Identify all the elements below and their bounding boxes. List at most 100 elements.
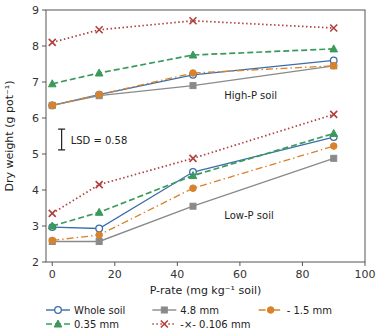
x-tick [52, 262, 53, 266]
y-tick-label: 6 [32, 112, 39, 125]
y-tick-label: 4 [32, 184, 39, 197]
lsd-label: LSD = 0.58 [71, 135, 128, 146]
y-tick-label: 7 [32, 76, 39, 89]
marker [55, 307, 62, 314]
series [48, 129, 337, 229]
marker [331, 63, 337, 69]
axes: 0 20 40 60 80 100 2 3 4 5 6 7 8 9 [32, 4, 376, 281]
marker [96, 91, 103, 98]
x-tick [302, 262, 303, 266]
line [52, 114, 333, 213]
y-tick-label: 2 [32, 256, 39, 269]
marker [49, 102, 56, 109]
plot-frame [46, 10, 365, 262]
x-tick-label: 60 [233, 268, 247, 281]
marker [161, 307, 167, 313]
y-tick [42, 262, 46, 263]
y-tick [42, 10, 46, 11]
y-tick [42, 190, 46, 191]
legend-item: 0.35 mm [46, 319, 119, 330]
marker [161, 321, 168, 328]
marker [330, 111, 337, 118]
series [49, 143, 337, 244]
y-tick [42, 226, 46, 227]
marker [54, 320, 62, 327]
marker [331, 155, 337, 161]
marker [330, 63, 337, 70]
legend-label: 4.8 mm [180, 305, 219, 316]
x-tick-label: 80 [295, 268, 309, 281]
x-tick-label: 40 [170, 268, 184, 281]
lsd-bar [58, 129, 65, 150]
x-axis-label: P-rate (mg kg⁻¹ soil) [150, 284, 262, 297]
y-tick [42, 82, 46, 83]
legend-label: Whole soil [74, 305, 125, 316]
marker [49, 102, 56, 109]
y-axis-label: Dry weight (g pot⁻¹) [3, 81, 16, 192]
marker [96, 91, 103, 98]
marker [49, 102, 55, 108]
marker [49, 237, 56, 244]
legend-item: Whole soil [46, 305, 125, 316]
lsd-error-bar [58, 129, 65, 150]
chart: 0 20 40 60 80 100 2 3 4 5 6 7 8 9 P-rate (mg kg⁻¹ soil… [0, 0, 377, 332]
line [52, 133, 333, 226]
line [52, 21, 333, 43]
marker [190, 185, 197, 192]
marker [189, 172, 197, 179]
x-tick [365, 262, 366, 266]
marker [330, 129, 338, 136]
legend-item: - 1.5 mm [259, 305, 332, 316]
legend-item: -×- 0.106 mm [152, 319, 250, 330]
marker [330, 143, 337, 150]
legend: Whole soil 4.8 mm - 1.5 mm 0.35 mm -×- 0.106… [46, 305, 332, 330]
legend-label: - 1.5 mm [287, 305, 332, 316]
x-tick [114, 262, 115, 266]
marker [96, 26, 103, 33]
x-tick [239, 262, 240, 266]
series [49, 155, 336, 244]
y-tick-label: 8 [32, 40, 39, 53]
marker [190, 203, 196, 209]
series [49, 111, 337, 217]
marker [189, 51, 197, 58]
marker [330, 25, 337, 32]
line [52, 66, 333, 106]
annotation: High-P soil [224, 90, 277, 101]
series [49, 63, 336, 109]
y-tick [42, 46, 46, 47]
x-tick-label: 20 [108, 268, 122, 281]
marker [49, 39, 56, 46]
legend-label: 0.35 mm [74, 319, 119, 330]
marker [96, 232, 103, 239]
line [52, 146, 333, 240]
marker [190, 70, 197, 77]
line [52, 137, 333, 228]
x-tick-label: 0 [49, 268, 56, 281]
y-tick [42, 118, 46, 119]
y-tick-label: 5 [32, 148, 39, 161]
line [52, 158, 333, 241]
y-tick-label: 3 [32, 220, 39, 233]
line [52, 60, 333, 105]
line [52, 49, 333, 84]
marker [48, 80, 56, 87]
marker [190, 83, 196, 89]
y-tick [42, 154, 46, 155]
x-tick-label: 100 [355, 268, 376, 281]
series [49, 134, 337, 232]
line [52, 66, 333, 106]
legend-item: 4.8 mm [152, 305, 219, 316]
legend-label: -×- 0.106 mm [180, 319, 250, 330]
marker [96, 238, 102, 244]
marker [95, 208, 103, 215]
marker [48, 222, 56, 229]
x-tick [177, 262, 178, 266]
marker [189, 155, 196, 162]
y-tick-label: 9 [32, 4, 39, 17]
annotations: LSD = 0.58 High-P soil Low-P soil [58, 90, 277, 221]
annotation: Low-P soil [224, 210, 273, 221]
series [49, 17, 337, 46]
series [49, 57, 337, 109]
marker [189, 17, 196, 24]
